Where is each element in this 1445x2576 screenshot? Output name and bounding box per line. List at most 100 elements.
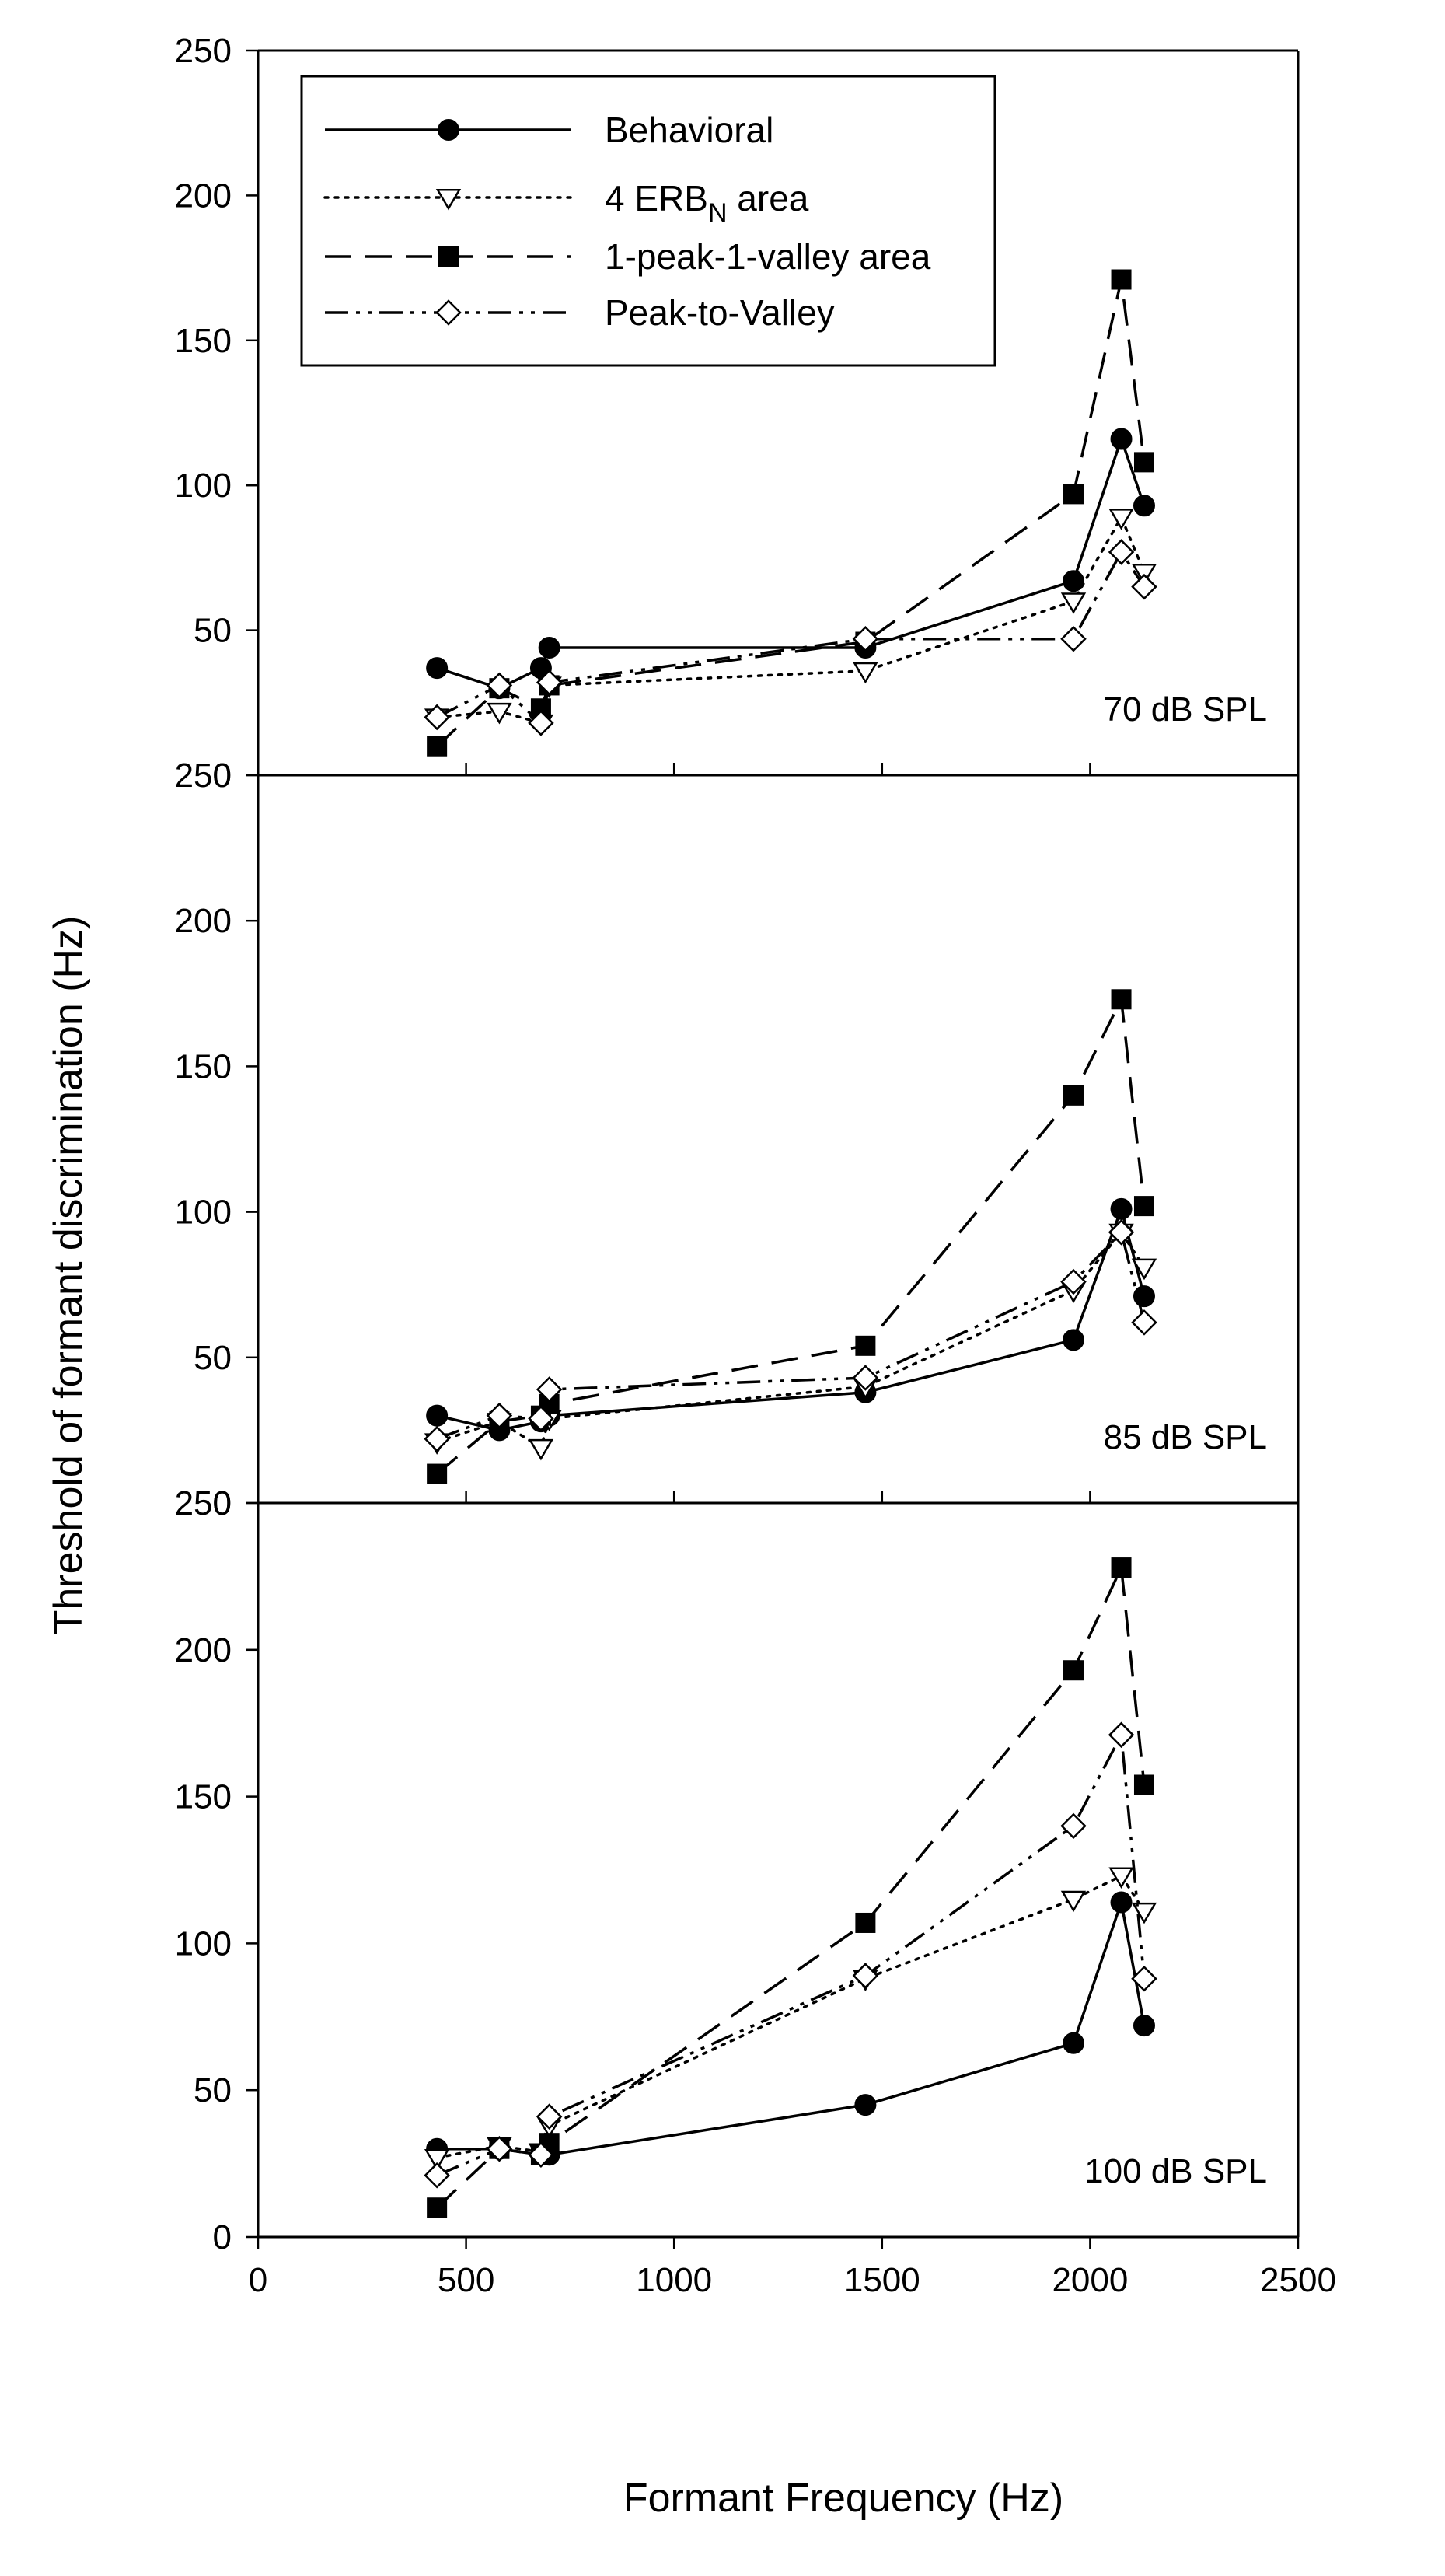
data-point-peakvalley_area-85db [427,1463,448,1484]
data-point-erb-70db [487,702,512,725]
data-point-peakvalley_area-85db [855,1335,876,1356]
y-tick-label: 200 [175,177,232,215]
y-tick-label: 50 [194,612,232,650]
data-point-peak_to_valley-85db [486,1402,513,1429]
data-point-peak_to_valley-100db [424,2162,450,2189]
data-point-peak_to_valley-85db [528,1405,554,1432]
data-point-peak_to_valley-85db [852,1365,879,1391]
series-line-erb-70db [435,516,1146,725]
data-point-peak_to_valley-85db [1131,1309,1157,1336]
data-point-erb-70db [853,662,878,684]
x-tick-label: 500 [438,2261,494,2299]
panel-label-70db: 70 dB SPL [1104,690,1267,729]
data-point-erb-85db [1131,1258,1157,1281]
y-tick-label: 0 [213,1484,232,1522]
panel-label-100db: 100 dB SPL [1084,2152,1267,2190]
y-tick-label: 150 [175,1047,232,1085]
y-tick-label: 150 [175,1778,232,1816]
data-point-behavioral-70db [1062,570,1084,592]
legend-label-erb: 4 ERBN area [605,178,809,228]
y-tick-label: 100 [175,1194,232,1232]
data-point-peak_to_valley-70db [528,710,554,736]
data-point-erb-85db [528,1438,554,1461]
data-point-behavioral-100db [1062,2032,1084,2054]
data-point-peak_to_valley-100db [528,2141,554,2169]
data-point-peak_to_valley-70db [424,704,450,731]
data-point-behavioral-100db [1110,1891,1133,1914]
data-point-peak_to_valley-70db [852,626,879,652]
x-tick-label: 1000 [636,2261,712,2299]
data-point-behavioral-85db [1062,1329,1084,1351]
y-axis-title: Threshold of formant discrimination (Hz) [46,916,91,1635]
data-point-peak_to_valley-70db [1060,626,1087,652]
y-tick-label: 250 [175,32,232,70]
data-point-peakvalley_area-100db [1063,1660,1084,1681]
data-point-behavioral-70db [1133,495,1155,517]
legend-marker-erb [435,188,462,211]
data-point-erb-70db [1108,509,1134,530]
data-point-erb-100db [424,2148,450,2171]
data-point-erb-100db [1108,1867,1134,1889]
data-point-behavioral-85db [1110,1197,1133,1220]
x-tick-label: 1500 [844,2261,920,2299]
legend: Behavioral 4 ERBN area 1-peak-1-valley a… [300,75,996,367]
legend-marker-peak_to_valley [435,299,462,326]
legend-samples [323,119,573,326]
series-line-peak_to_valley-100db [436,1733,1146,2177]
data-point-peakvalley_area-70db [427,736,448,757]
y-tick-label: 100 [175,1924,232,1963]
legend-label-peakvalley-area: 1-peak-1-valley area [605,236,931,277]
y-tick-label: 0 [213,757,232,795]
data-point-peakvalley_area-70db [1111,269,1132,290]
data-point-peak_to_valley-85db [424,1425,450,1452]
y-tick-label: 50 [194,2071,232,2109]
data-point-behavioral-85db [426,1404,449,1427]
axes-layer [246,49,1300,2249]
data-point-peakvalley_area-100db [427,2197,448,2218]
data-point-peak_to_valley-85db [536,1376,563,1403]
legend-label-peak-to-valley: Peak-to-Valley [605,292,835,333]
data-point-peak_to_valley-70db [1108,539,1135,565]
data-point-peakvalley_area-85db [1063,1085,1084,1106]
legend-marker-peakvalley_area [438,246,459,267]
data-point-peak_to_valley-85db [1060,1268,1087,1295]
x-axis-title: Formant Frequency (Hz) [623,2476,1063,2521]
x-tick-label: 2000 [1052,2261,1128,2299]
y-tick-label: 250 [175,1484,232,1522]
data-point-behavioral-70db [426,657,449,680]
y-tick-label: 200 [175,1631,232,1669]
data-point-peak_to_valley-70db [1131,573,1157,600]
y-tick-label: 200 [175,902,232,940]
data-point-peakvalley_area-70db [1133,452,1154,473]
legend-box [300,75,996,367]
data-point-peak_to_valley-100db [1060,1812,1087,1840]
data-point-peakvalley_area-85db [1111,989,1132,1010]
data-point-peak_to_valley-70db [486,672,513,699]
y-tick-label: 50 [194,1339,232,1377]
data-point-peak_to_valley-85db [1108,1219,1135,1246]
y-tick-label: 150 [175,322,232,360]
y-tick-label: 250 [175,757,232,795]
x-tick-label: 2500 [1260,2261,1336,2299]
data-point-peak_to_valley-100db [486,2135,513,2162]
y-tick-label: 100 [175,467,232,505]
data-point-peakvalley_area-100db [855,1912,876,1933]
data-point-behavioral-100db [854,2094,877,2116]
data-point-peakvalley_area-70db [1063,484,1084,505]
data-point-behavioral-70db [1110,428,1133,450]
series-layer [424,269,1157,2218]
plot-frame [257,49,1300,2239]
data-point-behavioral-70db [538,636,560,659]
data-point-peakvalley_area-100db [1111,1557,1132,1578]
data-point-peak_to_valley-100db [852,1963,879,1989]
data-point-peak_to_valley-70db [536,669,563,696]
series-line-peak_to_valley-70db [436,551,1146,725]
data-point-peakvalley_area-100db [1133,1774,1154,1795]
data-point-peakvalley_area-85db [1133,1196,1154,1217]
panel-label-85db: 85 dB SPL [1104,1418,1267,1456]
data-point-erb-70db [1060,592,1087,614]
data-point-erb-100db [1060,1890,1087,1913]
y-tick-label: 0 [213,2218,232,2256]
data-point-peak_to_valley-100db [1131,1965,1157,1992]
